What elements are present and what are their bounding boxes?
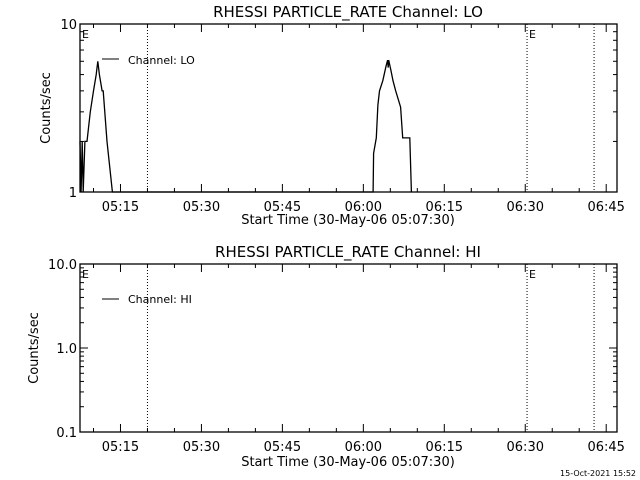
event-marker-label: E [82,268,89,281]
x-tick-label: 06:00 [345,440,382,455]
chart-title-lo: RHESSI PARTICLE_RATE Channel: LO [213,3,483,22]
event-marker-label: E [82,28,89,41]
x-tick-label: 06:45 [587,440,624,455]
event-marker-label: E [529,28,536,41]
chart-title-hi: RHESSI PARTICLE_RATE Channel: HI [215,243,481,262]
x-tick-label: 06:45 [587,200,624,215]
y-axis-label-lo: Counts/sec [39,72,54,144]
x-axis-label-lo: Start Time (30-May-06 05:07:30) [241,213,455,228]
x-axis-label-hi: Start Time (30-May-06 05:07:30) [241,455,455,470]
x-tick-label: 06:15 [426,200,463,215]
y-tick-label: 1.0 [56,342,77,357]
panel-lo: RHESSI PARTICLE_RATE Channel: LO Start T… [39,3,625,228]
plot-frame [79,263,618,433]
y-tick-label: 10 [60,18,77,33]
x-tick-label: 05:15 [102,440,139,455]
legend-label-lo: Channel: LO [128,54,195,67]
y-tick-label: 0.1 [56,426,77,441]
panel-hi: RHESSI PARTICLE_RATE Channel: HI Start T… [27,243,625,470]
x-tick-label: 05:30 [183,200,220,215]
y-axis-label-hi: Counts/sec [27,312,42,384]
series-line [79,59,413,193]
y-tick-label: 1 [69,186,77,201]
x-tick-label: 06:30 [507,440,544,455]
x-tick-label: 05:15 [102,200,139,215]
y-tick-label: 10.0 [48,258,77,273]
event-marker-label: E [529,268,536,281]
legend-label-hi: Channel: HI [128,293,192,306]
x-tick-label: 06:15 [426,440,463,455]
plot-frame [79,23,618,193]
x-tick-label: 06:00 [345,200,382,215]
footer-timestamp: 15-Oct-2021 15:52 [560,469,636,478]
x-tick-label: 06:30 [507,200,544,215]
x-tick-label: 05:45 [264,440,301,455]
x-tick-label: 05:45 [264,200,301,215]
x-tick-label: 05:30 [183,440,220,455]
